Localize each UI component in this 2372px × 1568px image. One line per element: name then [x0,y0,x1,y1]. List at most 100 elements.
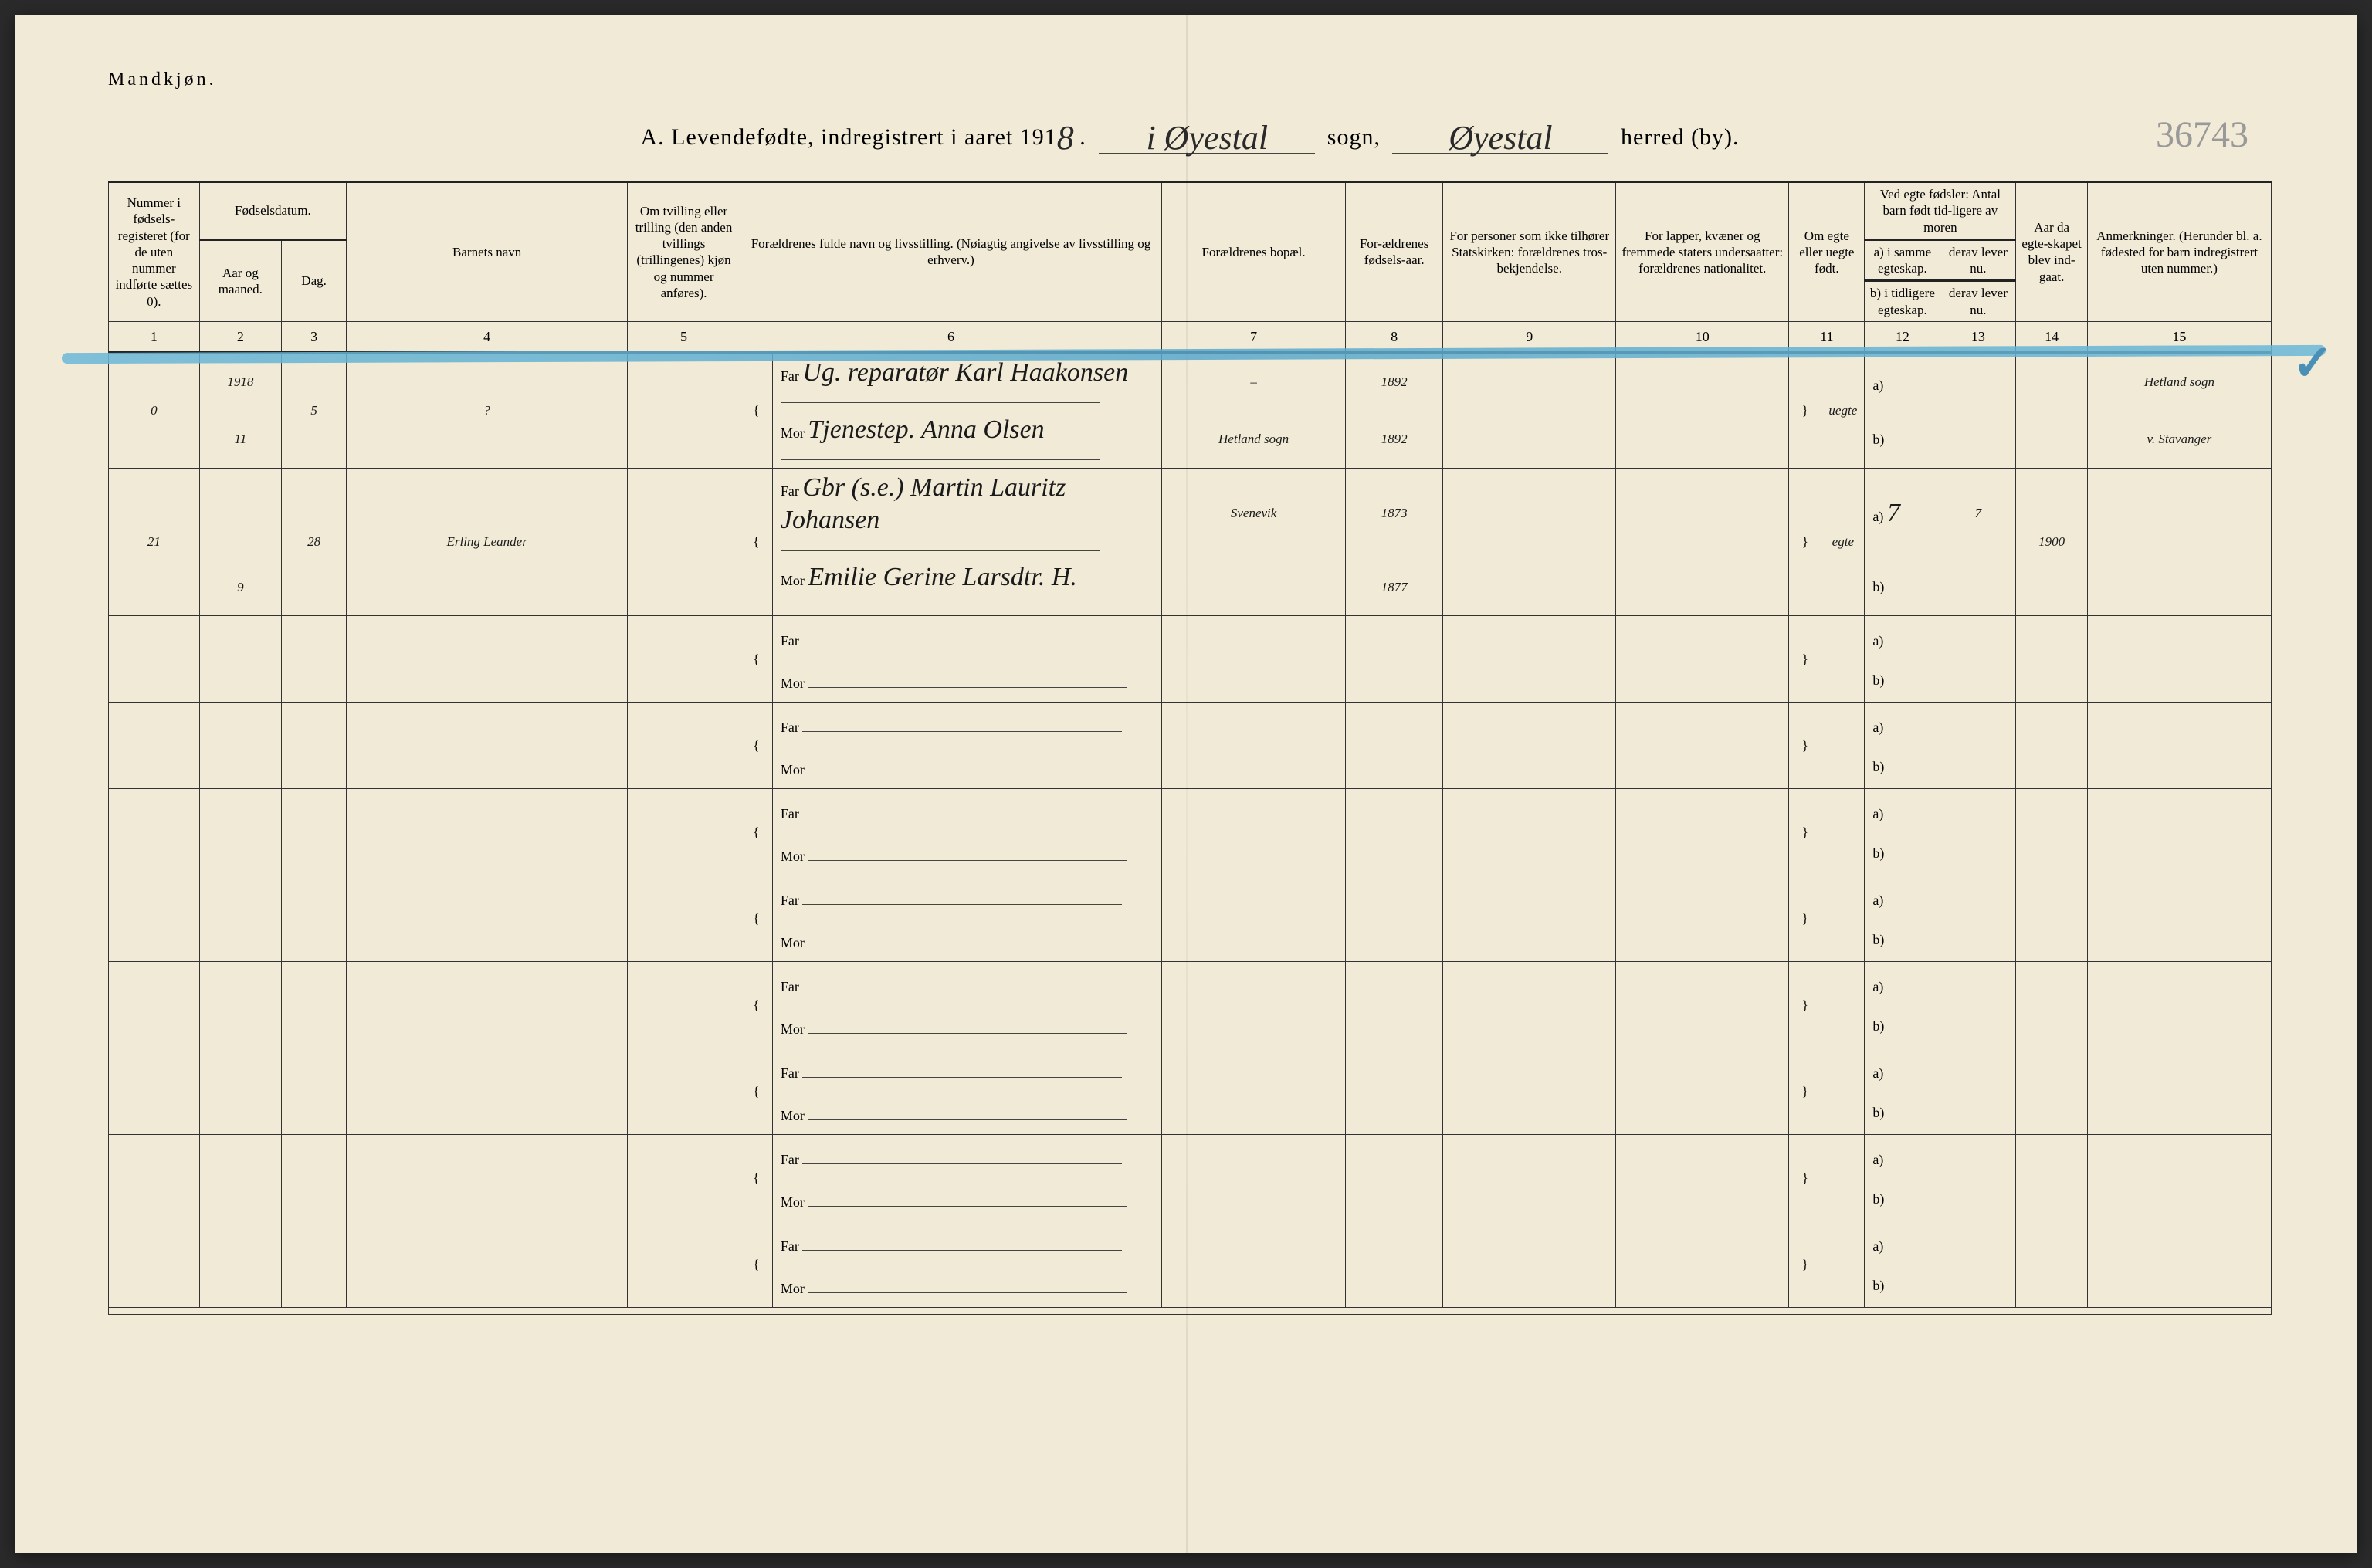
cell-anm-far [2087,703,2271,746]
cell-day [282,875,347,962]
cell-name [347,1135,628,1221]
cell-mor: Mor [772,919,1161,962]
cell-nat [1616,789,1789,875]
cell-egte [1821,703,1865,789]
brace-right: } [1789,1048,1821,1135]
cell-bopael-mor [1162,832,1346,875]
cell-14 [2016,1221,2087,1308]
cell-mor: Mor [772,1178,1161,1221]
cell-name: Erling Leander [347,468,628,616]
cell-13b [1940,832,2016,875]
cell-name [347,1048,628,1135]
mor-label: Mor [781,573,805,588]
cell-twin [628,1135,740,1221]
cell-month [199,1178,281,1221]
brace-left: { [740,352,772,468]
cell-12b: b) [1865,411,1940,469]
colnum: 1 [109,321,200,352]
cell-anm-far [2087,1135,2271,1178]
cell-twin [628,703,740,789]
cell-nat [1616,352,1789,468]
mor-label: Mor [781,1108,805,1123]
cell-13a [1940,962,2016,1005]
hdr-col12a: a) i samme egteskap. [1865,239,1940,281]
table-row: 2128Erling Leander{Far Gbr (s.e.) Martin… [109,468,2272,558]
cell-13b [1940,558,2016,616]
cell-twin [628,468,740,616]
hdr-col2a: Aar og maaned. [199,239,281,321]
cell-faar-mor: 1892 [1346,411,1443,469]
cell-14 [2016,1048,2087,1135]
colnum: 5 [628,321,740,352]
far-label: Far [781,368,799,384]
brace-right: } [1789,1135,1821,1221]
cell-num: 0 [109,352,200,468]
cell-faar-mor [1346,746,1443,789]
cell-egte: egte [1821,468,1865,616]
cell-twin [628,1048,740,1135]
far-label: Far [781,483,799,499]
cell-tros [1443,1221,1616,1308]
cell-nat [1616,962,1789,1048]
cell-tros [1443,352,1616,468]
cell-mor: Mor [772,746,1161,789]
brace-left: { [740,875,772,962]
cell-anm-mor [2087,659,2271,703]
brace-left: { [740,468,772,616]
colnum: 7 [1162,321,1346,352]
cell-num [109,616,200,703]
brace-left: { [740,962,772,1048]
table-row: {Far }a) [109,875,2272,919]
cell-month [199,919,281,962]
cell-12b: b) [1865,1178,1940,1221]
cell-mor: Mor [772,832,1161,875]
cell-bopael-mor [1162,659,1346,703]
cell-faar-mor [1346,919,1443,962]
cell-nat [1616,616,1789,703]
cell-tros [1443,1135,1616,1221]
cell-far: Far Gbr (s.e.) Martin Lauritz Johansen [772,468,1161,558]
cell-faar-mor [1346,832,1443,875]
colnum: 2 [199,321,281,352]
cell-far: Far [772,1048,1161,1092]
cell-far: Far [772,1135,1161,1178]
cell-13a [1940,789,2016,832]
cell-bopael-far [1162,789,1346,832]
cell-13b [1940,659,2016,703]
cell-bopael-far [1162,1048,1346,1092]
cell-anm-far: Hetland sogn [2087,352,2271,411]
far-label: Far [781,720,799,735]
cell-12b: b) [1865,1005,1940,1048]
cell-far: Far [772,616,1161,659]
cell-num [109,1135,200,1221]
brace-left: { [740,789,772,875]
cell-name [347,962,628,1048]
cell-far: Far [772,962,1161,1005]
cell-year [199,703,281,746]
table-row: {Far }a) [109,1135,2272,1178]
cell-faar-mor: 1877 [1346,558,1443,616]
cell-13a [1940,616,2016,659]
hdr-col4: Barnets navn [347,182,628,322]
far-label: Far [781,1152,799,1167]
brace-left: { [740,1048,772,1135]
colnum: 3 [282,321,347,352]
cell-month [199,1265,281,1308]
cell-month [199,1005,281,1048]
herred-label: herred (by). [1621,124,1740,150]
cell-twin [628,962,740,1048]
cell-bopael-far [1162,1221,1346,1265]
cell-name [347,703,628,789]
cell-mor: Mor [772,1005,1161,1048]
cell-tros [1443,703,1616,789]
cell-12b: b) [1865,1092,1940,1135]
cell-egte [1821,875,1865,962]
cell-twin [628,875,740,962]
cell-faar-far [1346,1048,1443,1092]
cell-month [199,1092,281,1135]
cell-far: Far [772,703,1161,746]
cell-mor: Mor [772,1092,1161,1135]
hdr-col10: For lapper, kvæner og fremmede staters u… [1616,182,1789,322]
brace-left: { [740,1135,772,1221]
cell-bopael-mor [1162,1265,1346,1308]
